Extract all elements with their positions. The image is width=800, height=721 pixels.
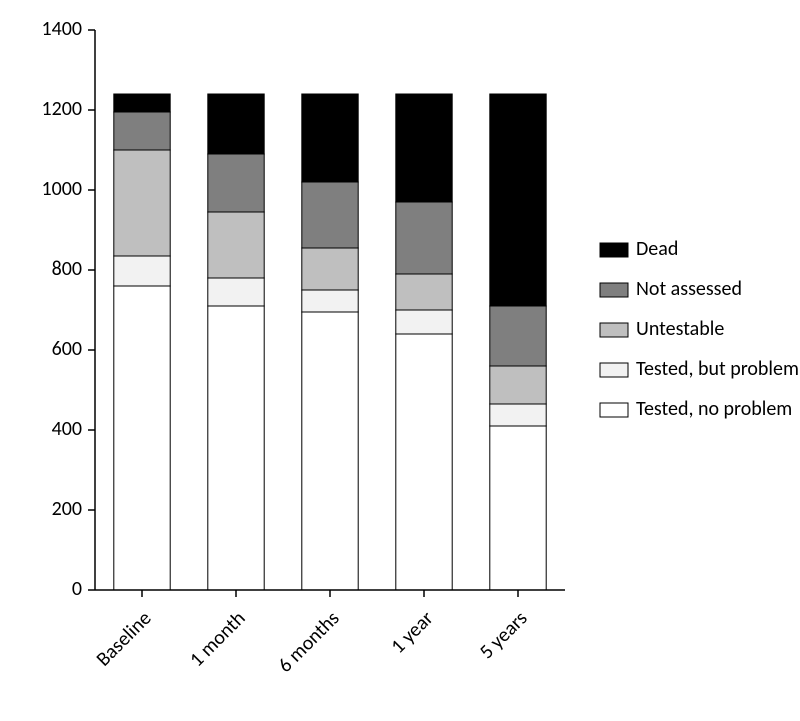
- x-tick-label: 5 years: [475, 606, 533, 664]
- x-tick-label: 1 year: [386, 606, 438, 658]
- bar-segment: [208, 306, 264, 590]
- bar-segment: [396, 334, 452, 590]
- bar-segment: [114, 150, 170, 256]
- bar-segment: [114, 286, 170, 590]
- bar-segment: [490, 94, 546, 306]
- legend-label: Dead: [636, 237, 678, 261]
- bar-segment: [208, 94, 264, 154]
- legend-swatch: [600, 243, 628, 257]
- bar-segment: [114, 256, 170, 286]
- legend-label: Not assessed: [636, 277, 742, 301]
- bar-segment: [302, 182, 358, 248]
- legend-swatch: [600, 283, 628, 297]
- bar-segment: [490, 366, 546, 404]
- bar-segment: [114, 94, 170, 112]
- y-tick-label: 200: [52, 497, 82, 521]
- x-tick-label: 1 month: [185, 606, 251, 672]
- bar-segment: [208, 212, 264, 278]
- y-tick-label: 1200: [41, 97, 82, 121]
- bar-segment: [208, 278, 264, 306]
- bar-segment: [396, 94, 452, 202]
- legend-swatch: [600, 323, 628, 337]
- bar-segment: [396, 274, 452, 310]
- legend-label: Tested, no problem: [636, 397, 792, 421]
- bar-segment: [396, 202, 452, 274]
- x-tick-label: 6 months: [273, 606, 344, 677]
- stacked-bar-chart: 0 200 400 600 800 1000 1200 1400 Baseline 1 month…: [0, 0, 800, 721]
- x-tick-label: Baseline: [91, 606, 156, 671]
- y-tick-label: 400: [52, 417, 82, 441]
- y-tick-label: 600: [52, 337, 82, 361]
- bar-segment: [396, 310, 452, 334]
- legend-label: Untestable: [636, 317, 724, 341]
- bar-segment: [302, 248, 358, 290]
- bar-segment: [302, 290, 358, 312]
- y-tick-label: 1400: [41, 17, 82, 41]
- bar-segment: [302, 312, 358, 590]
- legend-label: Tested, but problem: [636, 357, 799, 381]
- y-tick-label: 800: [52, 257, 82, 281]
- bar-segment: [490, 404, 546, 426]
- chart-svg: 0 200 400 600 800 1000 1200 1400 Baseline 1 month…: [0, 0, 800, 721]
- legend-swatch: [600, 363, 628, 377]
- bar-segment: [208, 154, 264, 212]
- y-tick-label: 1000: [41, 177, 82, 201]
- bar-segment: [490, 306, 546, 366]
- bar-segment: [490, 426, 546, 590]
- bar-segment: [302, 94, 358, 182]
- y-tick-label: 0: [72, 577, 82, 601]
- legend-swatch: [600, 403, 628, 417]
- bar-segment: [114, 112, 170, 150]
